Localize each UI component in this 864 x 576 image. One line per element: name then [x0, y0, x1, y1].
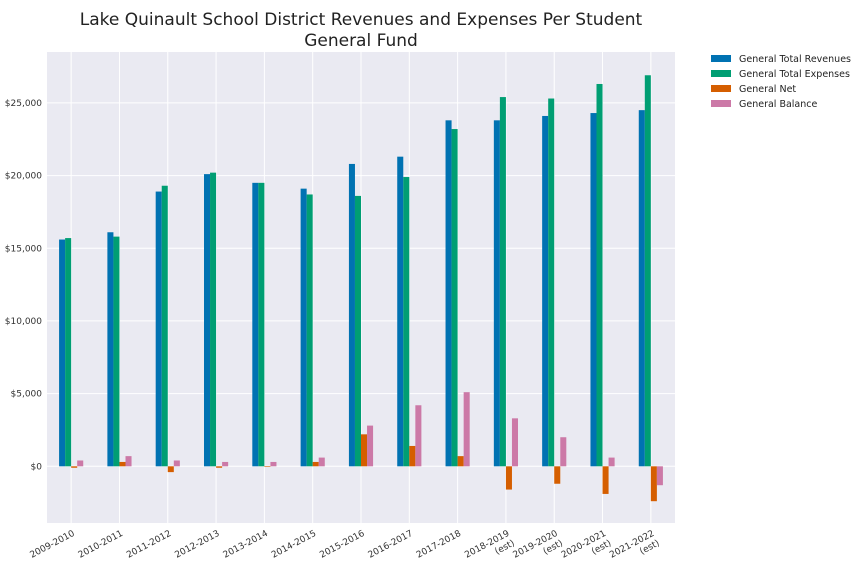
y-tick-label: $5,000: [11, 390, 43, 400]
bar-general-net: [119, 461, 126, 467]
bar-general-balance: [367, 425, 374, 467]
bar-general-net: [71, 466, 78, 468]
y-tick-label: $0: [31, 462, 43, 472]
bar-general-total-expenses: [499, 97, 506, 467]
bar-general-total-revenues: [493, 120, 500, 467]
bar-general-net: [361, 434, 368, 467]
bar-general-total-expenses: [113, 236, 120, 467]
bar-general-total-expenses: [354, 195, 361, 467]
legend-swatch: [711, 100, 731, 107]
bar-general-total-revenues: [155, 191, 162, 467]
chart-subtitle: General Fund: [304, 31, 418, 51]
bar-general-total-revenues: [348, 163, 355, 467]
bar-general-total-revenues: [252, 182, 259, 467]
bar-general-total-revenues: [542, 115, 549, 467]
bar-general-net: [167, 466, 174, 473]
legend-label: General Balance: [739, 99, 818, 110]
y-tick-label: $10,000: [5, 317, 42, 327]
bar-general-total-revenues: [300, 188, 307, 467]
bar-general-net: [409, 445, 416, 467]
bar-general-balance: [560, 437, 567, 467]
bar-general-net: [554, 466, 561, 484]
bar-general-net: [602, 466, 609, 494]
bar-general-net: [264, 466, 271, 467]
bar-general-balance: [511, 418, 518, 467]
bar-general-total-revenues: [638, 110, 645, 467]
bar-general-balance: [318, 457, 325, 467]
legend-label: General Total Revenues: [739, 54, 851, 65]
bar-general-total-expenses: [161, 185, 168, 467]
chart-title: Lake Quinault School District Revenues a…: [80, 10, 643, 30]
bar-general-total-revenues: [107, 232, 114, 467]
y-axis-ticks: $0 $5,000 $10,000 $15,000 $20,000 $25,000: [5, 99, 42, 472]
bar-general-total-expenses: [644, 75, 651, 467]
bar-general-balance: [125, 456, 132, 467]
bars: [59, 75, 663, 502]
bar-general-total-expenses: [65, 238, 72, 467]
bar-general-total-revenues: [590, 113, 597, 467]
y-tick-label: $25,000: [5, 99, 42, 109]
bar-general-balance: [463, 392, 470, 467]
bar-general-balance: [608, 457, 615, 467]
legend: General Total Revenues General Total Expe…: [711, 54, 851, 110]
bar-general-net: [505, 466, 512, 490]
bar-general-balance: [270, 461, 277, 467]
bar-general-net: [312, 461, 319, 467]
bar-general-total-expenses: [306, 194, 313, 467]
bar-general-total-expenses: [258, 182, 265, 467]
bar-general-balance: [77, 460, 84, 467]
bar-general-total-expenses: [451, 129, 458, 467]
bar-general-total-expenses: [596, 83, 603, 467]
y-tick-label: $20,000: [5, 172, 42, 182]
bar-general-balance: [415, 405, 422, 467]
bar-general-total-revenues: [397, 156, 404, 467]
bar-general-net: [650, 466, 657, 502]
legend-swatch: [711, 55, 731, 62]
bar-general-total-expenses: [210, 172, 217, 467]
legend-swatch: [711, 85, 731, 92]
bar-general-total-expenses: [403, 177, 410, 467]
bar-general-total-revenues: [445, 120, 452, 467]
bar-general-total-expenses: [548, 98, 555, 467]
bar-general-balance: [656, 466, 663, 486]
legend-label: General Total Expenses: [739, 69, 850, 80]
bar-general-balance: [222, 461, 229, 467]
legend-label: General Net: [739, 84, 796, 95]
y-tick-label: $15,000: [5, 244, 42, 254]
bar-general-total-revenues: [204, 174, 211, 467]
bar-general-net: [216, 466, 223, 468]
legend-swatch: [711, 70, 731, 77]
bar-general-total-revenues: [59, 239, 66, 467]
bar-general-balance: [173, 460, 180, 467]
bar-general-net: [457, 456, 464, 467]
